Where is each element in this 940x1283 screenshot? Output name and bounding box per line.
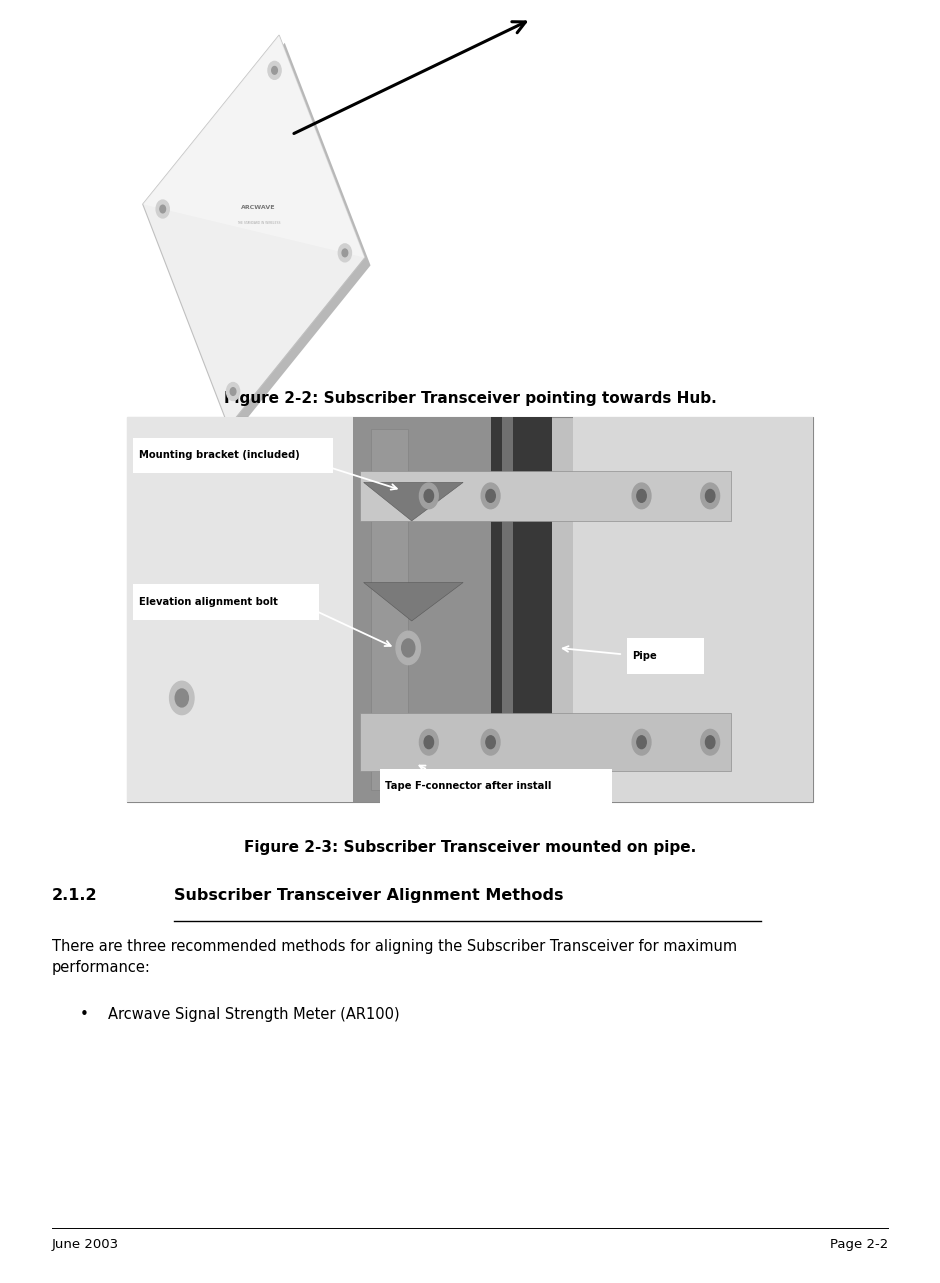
Circle shape bbox=[424, 735, 433, 748]
Circle shape bbox=[156, 200, 169, 218]
Bar bbox=[127, 417, 387, 802]
Circle shape bbox=[486, 735, 495, 748]
Circle shape bbox=[160, 205, 165, 213]
Circle shape bbox=[636, 735, 647, 748]
Circle shape bbox=[700, 729, 720, 754]
Text: •: • bbox=[80, 1007, 88, 1023]
Bar bbox=[502, 417, 513, 802]
Circle shape bbox=[636, 489, 647, 502]
Circle shape bbox=[175, 689, 188, 707]
Circle shape bbox=[481, 729, 500, 754]
Text: There are three recommended methods for aligning the Subscriber Transceiver for : There are three recommended methods for … bbox=[52, 939, 737, 975]
Circle shape bbox=[632, 482, 650, 508]
Circle shape bbox=[705, 735, 715, 748]
Text: Figure 2-3: Subscriber Transceiver mounted on pipe.: Figure 2-3: Subscriber Transceiver mount… bbox=[243, 840, 697, 856]
Circle shape bbox=[700, 482, 720, 508]
Bar bbox=[353, 417, 504, 802]
Text: Page 2-2: Page 2-2 bbox=[830, 1238, 888, 1251]
Bar bbox=[360, 713, 730, 771]
Text: Figure 2-2: Subscriber Transceiver pointing towards Hub.: Figure 2-2: Subscriber Transceiver point… bbox=[224, 391, 716, 407]
Polygon shape bbox=[364, 482, 463, 521]
Text: Arcwave Signal Strength Meter (AR100): Arcwave Signal Strength Meter (AR100) bbox=[108, 1007, 400, 1023]
Circle shape bbox=[169, 681, 194, 715]
Text: Mounting bracket (included): Mounting bracket (included) bbox=[139, 450, 300, 461]
FancyBboxPatch shape bbox=[627, 638, 704, 674]
Circle shape bbox=[396, 631, 420, 665]
Text: Tape F-connector after install: Tape F-connector after install bbox=[385, 781, 552, 792]
Text: THE STANDARD IN WIRELESS: THE STANDARD IN WIRELESS bbox=[237, 221, 280, 226]
Polygon shape bbox=[149, 42, 370, 435]
Circle shape bbox=[230, 387, 236, 395]
Circle shape bbox=[481, 482, 500, 508]
Text: 2.1.2: 2.1.2 bbox=[52, 888, 98, 903]
Text: Pipe: Pipe bbox=[633, 650, 657, 661]
Polygon shape bbox=[143, 35, 365, 258]
FancyBboxPatch shape bbox=[133, 584, 319, 620]
Polygon shape bbox=[143, 35, 365, 427]
Bar bbox=[370, 429, 408, 790]
Text: Elevation alignment bolt: Elevation alignment bolt bbox=[139, 597, 278, 607]
Circle shape bbox=[632, 729, 650, 754]
Circle shape bbox=[227, 382, 240, 400]
Circle shape bbox=[705, 489, 715, 502]
Circle shape bbox=[486, 489, 495, 502]
FancyBboxPatch shape bbox=[380, 769, 612, 804]
Bar bbox=[127, 417, 813, 802]
Bar bbox=[491, 417, 553, 802]
Circle shape bbox=[272, 67, 277, 74]
Bar bbox=[360, 471, 730, 521]
Circle shape bbox=[419, 482, 438, 508]
FancyBboxPatch shape bbox=[133, 438, 333, 473]
Circle shape bbox=[419, 729, 438, 754]
Circle shape bbox=[424, 489, 433, 502]
Polygon shape bbox=[364, 582, 463, 621]
Text: Subscriber Transceiver Alignment Methods: Subscriber Transceiver Alignment Methods bbox=[174, 888, 563, 903]
Text: June 2003: June 2003 bbox=[52, 1238, 118, 1251]
Circle shape bbox=[268, 62, 281, 80]
Circle shape bbox=[342, 249, 348, 257]
Circle shape bbox=[401, 639, 415, 657]
Circle shape bbox=[338, 244, 352, 262]
Text: ARCWAVE: ARCWAVE bbox=[242, 205, 275, 210]
Bar bbox=[572, 417, 813, 802]
